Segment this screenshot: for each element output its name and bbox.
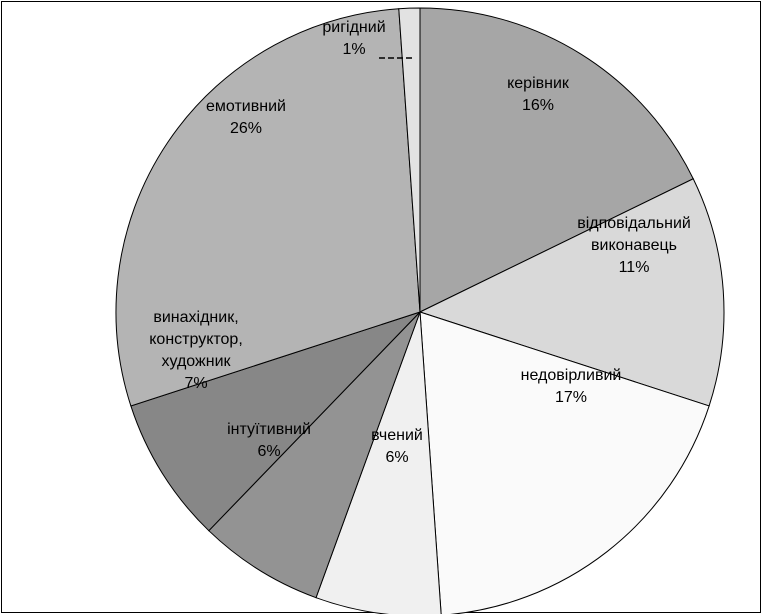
- slice-value-label: 17%: [555, 389, 587, 406]
- slice-label: емотивний 26%: [206, 98, 286, 137]
- slice-name-label: художник: [162, 353, 232, 370]
- slice-value-label: 26%: [230, 120, 262, 137]
- slice-name-label: виконавець: [591, 237, 677, 254]
- pie-slice: [398, 7, 421, 313]
- slice-value-label: 6%: [385, 449, 408, 466]
- slice-name-label: вчений: [371, 427, 423, 444]
- slice-label: інтуїтивний 6%: [227, 421, 311, 460]
- slice-name-label: відповідальний: [577, 215, 691, 232]
- slice-label: недовірливий 17%: [521, 367, 622, 406]
- pie-slice: [418, 178, 725, 407]
- slice-label: керівник 16%: [507, 75, 570, 114]
- pie-slice: [419, 311, 710, 614]
- pie-slice: [130, 311, 421, 532]
- slice-name-label: недовірливий: [521, 367, 622, 384]
- slice-name-label: конструктор,: [149, 331, 243, 348]
- slice-label: відповідальний виконавець 11%: [577, 215, 691, 276]
- slice-value-label: 16%: [522, 97, 554, 114]
- slice-label: ригідний 1%: [322, 19, 385, 58]
- pie-slices: [115, 7, 725, 614]
- pie-slice: [315, 311, 442, 614]
- slice-name-label: інтуїтивний: [227, 421, 311, 438]
- pie-labels: керівник 16% відповідальний виконавець 11% не…: [149, 19, 691, 466]
- slice-value-label: 6%: [257, 443, 280, 460]
- slice-name-label: емотивний: [206, 98, 286, 115]
- slice-name-label: ригідний: [322, 19, 385, 36]
- slice-value-label: 11%: [619, 259, 650, 276]
- slice-value-label: 7%: [184, 375, 207, 392]
- pie-slice: [208, 311, 421, 599]
- slice-name-label: керівник: [507, 75, 570, 92]
- slice-label: винахідник, конструктор, художник 7%: [149, 309, 243, 392]
- pie-slice: [419, 7, 694, 313]
- pie-slice: [115, 8, 421, 407]
- slice-label: вчений 6%: [371, 427, 423, 466]
- slice-value-label: 1%: [342, 41, 365, 58]
- slice-name-label: винахідник,: [153, 309, 238, 326]
